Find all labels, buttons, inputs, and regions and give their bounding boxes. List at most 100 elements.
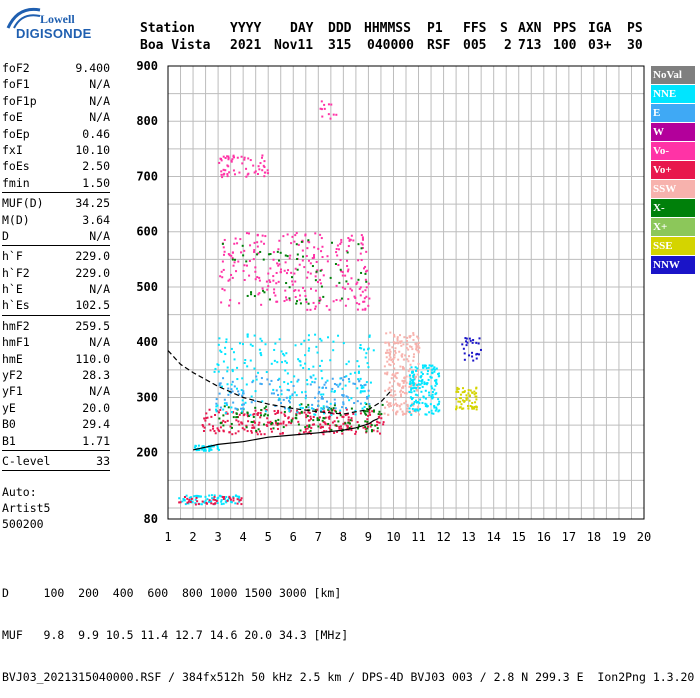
echo-point [295,414,298,417]
echo-point [426,382,429,385]
echo-point [254,409,257,412]
echo-point [413,378,416,381]
echo-point [368,297,371,300]
y-tick-label: 80 [144,512,158,526]
echo-point [356,360,359,363]
echo-point [386,400,389,403]
echo-point [348,426,351,429]
echo-point [308,425,311,428]
echo-point [220,385,223,388]
echo-point [410,391,413,394]
echo-point [251,426,254,429]
echo-point [408,391,411,394]
echo-point [462,347,465,350]
param-value: 229.0 [75,265,110,280]
echo-point [196,495,199,498]
echo-point [303,289,306,292]
echo-point [261,287,264,290]
echo-point [190,496,193,499]
echo-point [324,416,327,419]
echo-point [475,386,478,389]
legend-item-noval: NoVal [651,66,695,84]
echo-point [260,377,263,380]
echo-point [251,344,254,347]
echo-point [396,372,399,375]
echo-point [291,235,294,238]
echo-point [284,254,287,257]
ordinary-trace-line [192,417,379,451]
param-row: hmF1 N/A [2,334,110,350]
echo-point [306,427,309,430]
echo-point [270,379,273,382]
param-divider [2,449,110,451]
echo-point [346,270,349,273]
echo-point [393,335,396,338]
echo-point [240,251,243,254]
echo-point [350,417,353,420]
echo-point [284,261,287,264]
echo-point [297,243,300,246]
x-tick-label: 4 [240,530,247,544]
echo-point [215,500,218,503]
echo-point [256,234,259,237]
echo-point [329,117,332,120]
echo-point [261,234,264,237]
echo-point [339,414,342,417]
echo-point [264,343,267,346]
echo-point [314,232,317,235]
echo-point [304,362,307,365]
echo-point [346,251,349,254]
echo-point [274,342,277,345]
echo-point [435,406,438,409]
echo-point [323,410,326,413]
echo-point [374,424,377,427]
echo-point [330,412,333,415]
echo-point [329,428,332,431]
legend-item-ssw: SSW [651,180,695,198]
header-value-0: Boa Vista [140,38,211,53]
echo-point [331,421,334,424]
echo-point [331,377,334,380]
echo-point [285,361,288,364]
echo-point [235,270,238,273]
echo-point [236,495,239,498]
echo-point [335,298,338,301]
echo-point [458,397,461,400]
echo-point [462,387,465,390]
echo-point [416,349,419,352]
echo-point [364,420,367,423]
echo-point [290,276,293,279]
echo-point [195,496,198,499]
echo-point [477,353,480,356]
echo-point [307,240,310,243]
echo-point [264,410,267,413]
param-name: h`F2 [2,265,30,280]
echo-point [210,415,213,418]
echo-point [383,412,386,415]
echo-point [215,408,218,411]
echo-point [436,403,439,406]
param-row: fxI 10.10 [2,142,110,158]
param-name: B0 [2,417,16,432]
echo-point [328,427,331,430]
echo-point [295,243,298,246]
echo-point [341,406,344,409]
echo-point [473,407,476,410]
param-row: h`E N/A [2,281,110,297]
echo-point [329,407,332,410]
echo-point [410,398,413,401]
echo-point [341,387,344,390]
echo-point [325,405,328,408]
param-value: 28.3 [82,368,110,383]
echo-point [408,410,411,413]
echo-point [227,158,230,161]
echo-point [354,413,357,416]
echo-point [409,335,412,338]
echo-point [214,432,217,435]
echo-point [212,503,215,506]
echo-point [322,421,325,424]
echo-point [363,297,366,300]
echo-point [215,405,218,408]
echo-point [243,264,246,267]
echo-point [459,406,462,409]
